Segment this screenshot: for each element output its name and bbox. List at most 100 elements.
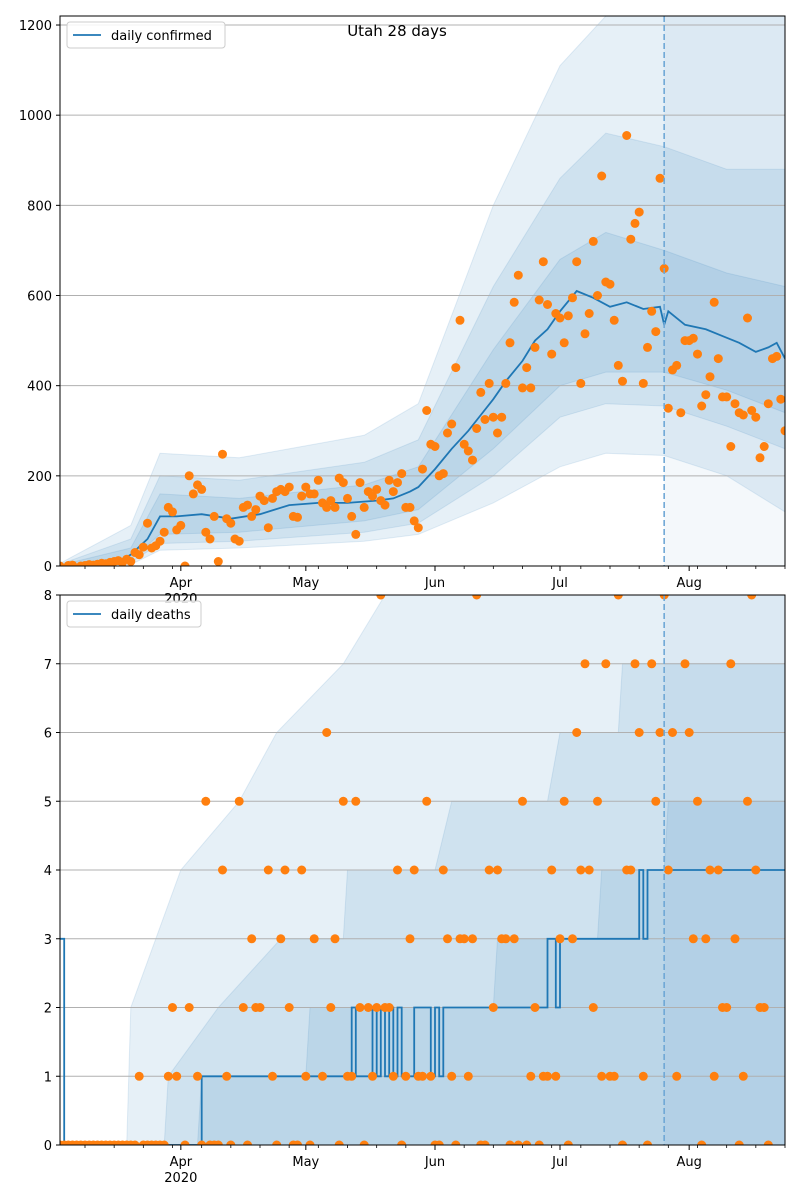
data-point bbox=[438, 469, 448, 479]
data-point bbox=[643, 1140, 652, 1145]
data-point bbox=[518, 383, 527, 393]
data-point bbox=[243, 500, 252, 510]
data-point bbox=[563, 311, 573, 321]
data-point bbox=[655, 173, 665, 183]
data-point bbox=[213, 557, 223, 566]
data-point bbox=[709, 1071, 719, 1081]
data-point bbox=[647, 659, 657, 669]
data-point bbox=[672, 360, 682, 370]
data-point bbox=[722, 392, 732, 402]
data-point bbox=[347, 511, 357, 521]
data-point bbox=[755, 453, 765, 463]
data-point bbox=[259, 496, 269, 506]
data-point bbox=[576, 378, 586, 388]
y-tick-label: 3 bbox=[44, 933, 52, 948]
data-point bbox=[243, 1140, 252, 1145]
data-point bbox=[247, 934, 257, 944]
data-point bbox=[701, 934, 711, 944]
data-point bbox=[747, 595, 757, 600]
y-tick-label: 600 bbox=[27, 290, 52, 305]
data-point bbox=[334, 1140, 344, 1145]
data-point bbox=[713, 354, 723, 364]
data-point bbox=[701, 390, 711, 400]
data-point bbox=[397, 469, 407, 479]
data-point bbox=[226, 518, 236, 528]
y-tick-label: 6 bbox=[44, 727, 52, 742]
y-tick-label: 1200 bbox=[19, 19, 52, 34]
y-tick-label: 400 bbox=[27, 380, 52, 395]
data-point bbox=[188, 489, 198, 499]
plot-area bbox=[60, 16, 785, 566]
data-point bbox=[743, 313, 752, 323]
y-tick-label: 2 bbox=[44, 1002, 52, 1017]
data-point bbox=[134, 550, 144, 560]
data-point bbox=[480, 1140, 490, 1145]
data-point bbox=[409, 516, 419, 526]
data-point bbox=[588, 236, 598, 246]
data-point bbox=[251, 505, 261, 515]
data-point bbox=[418, 1071, 427, 1081]
data-point bbox=[647, 306, 657, 316]
y-tick-label: 0 bbox=[44, 560, 52, 575]
data-point bbox=[388, 487, 398, 497]
x-tick-year-label: 2020 bbox=[164, 1171, 197, 1186]
x-tick-label: Jun bbox=[424, 1155, 445, 1170]
y-tick-label: 7 bbox=[44, 658, 52, 673]
data-point bbox=[593, 291, 602, 300]
data-point bbox=[355, 1003, 365, 1012]
data-point bbox=[663, 403, 673, 413]
data-point bbox=[730, 399, 740, 409]
data-point bbox=[447, 1071, 457, 1081]
data-point bbox=[559, 338, 569, 348]
data-point bbox=[138, 542, 148, 552]
data-point bbox=[705, 372, 715, 382]
data-point bbox=[547, 865, 557, 875]
data-point bbox=[368, 491, 377, 501]
data-point bbox=[234, 796, 244, 806]
data-point bbox=[322, 502, 332, 512]
data-point bbox=[630, 659, 640, 669]
data-point bbox=[68, 560, 77, 566]
data-point bbox=[468, 934, 477, 944]
axes-frame bbox=[59, 15, 786, 567]
data-point bbox=[451, 363, 461, 373]
data-point bbox=[280, 865, 290, 875]
legend: daily confirmed bbox=[66, 21, 226, 49]
data-point bbox=[338, 478, 348, 488]
data-point bbox=[638, 378, 648, 388]
data-point bbox=[297, 865, 307, 875]
y-tick-label: 200 bbox=[27, 470, 52, 485]
data-point bbox=[584, 309, 594, 318]
data-point bbox=[338, 796, 348, 806]
data-point bbox=[455, 315, 465, 325]
data-point bbox=[201, 527, 211, 537]
data-point bbox=[609, 315, 619, 325]
data-point bbox=[268, 493, 277, 503]
data-point bbox=[463, 1071, 473, 1081]
data-point bbox=[513, 1140, 523, 1145]
data-point bbox=[172, 1071, 182, 1081]
data-point bbox=[751, 412, 761, 422]
data-point bbox=[193, 1071, 202, 1081]
data-point bbox=[284, 1003, 294, 1012]
data-point bbox=[593, 796, 602, 806]
x-tick-label: Jul bbox=[551, 576, 568, 591]
data-point bbox=[297, 491, 307, 501]
data-point bbox=[476, 387, 486, 397]
data-point bbox=[276, 934, 286, 944]
data-point bbox=[751, 865, 761, 875]
data-point bbox=[234, 536, 244, 546]
data-point bbox=[568, 293, 577, 303]
data-point bbox=[597, 171, 607, 181]
data-point bbox=[759, 442, 769, 451]
data-point bbox=[759, 1003, 769, 1012]
data-point bbox=[255, 1003, 265, 1012]
data-point bbox=[301, 482, 311, 492]
data-point bbox=[638, 1071, 648, 1081]
data-point bbox=[459, 439, 469, 449]
data-point bbox=[526, 1071, 536, 1081]
data-point bbox=[780, 426, 785, 436]
legend-box bbox=[66, 21, 226, 49]
data-point bbox=[293, 512, 302, 522]
